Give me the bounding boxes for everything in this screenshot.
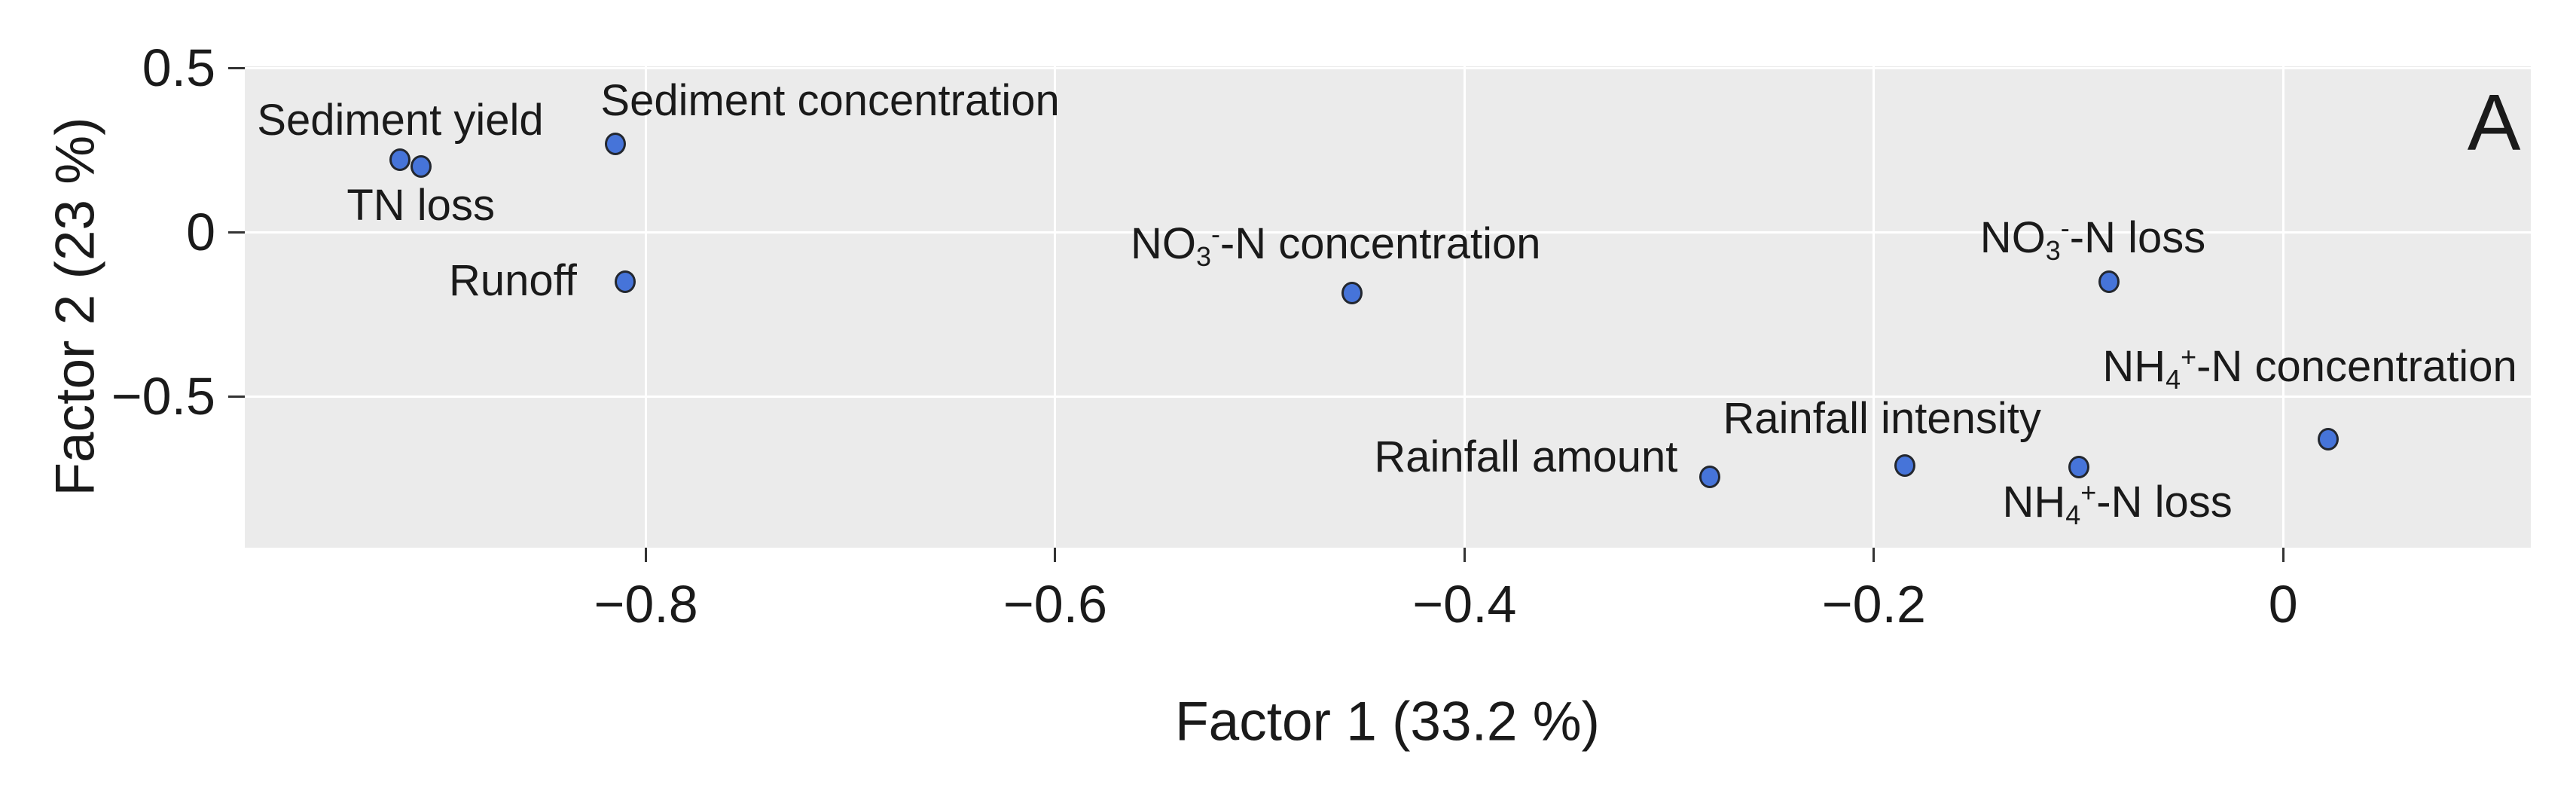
label-text-segment: -N loss [2096, 478, 2233, 527]
data-point-nh4-n-concentration [2318, 428, 2339, 451]
data-point-rainfall-amount [1699, 466, 1721, 489]
label-sup-segment: + [2080, 477, 2097, 508]
label-text-segment: Sediment yield [257, 95, 544, 145]
y-gridline [245, 66, 2531, 69]
data-point-sediment-concentration [604, 132, 626, 155]
data-point-rainfall-intensity [1894, 454, 1915, 477]
x-axis-title: Factor 1 (33.2 %) [1175, 691, 1600, 753]
label-sub-segment: 4 [2165, 363, 2181, 395]
label-sub-segment: 4 [2065, 499, 2081, 531]
label-sup-segment: - [1210, 218, 1220, 249]
x-gridline [1872, 66, 1876, 548]
data-point-runoff [615, 270, 636, 293]
label-text-segment: Sediment concentration [600, 75, 1060, 125]
x-tick-label: −0.4 [1412, 575, 1517, 634]
x-gridline [645, 66, 648, 548]
x-tick-mark [1054, 548, 1057, 562]
label-text-segment: NO [1979, 212, 2046, 262]
label-text-segment: -N loss [2069, 212, 2206, 262]
x-tick-label: −0.6 [1003, 575, 1108, 634]
y-tick-mark [228, 66, 245, 69]
y-tick-label: −0.5 [111, 367, 215, 426]
point-label-rainfall-intensity: Rainfall intensity [1723, 393, 2041, 443]
point-label-nh4-n-loss: NH4+-N loss [2002, 477, 2233, 531]
label-text-segment: Rainfall amount [1374, 432, 1678, 482]
data-point-nh4-n-loss [2068, 456, 2089, 479]
data-point-sediment-yield [389, 148, 411, 172]
point-label-runoff: Runoff [449, 259, 577, 303]
y-tick-label: 0 [186, 203, 215, 262]
label-sub-segment: 3 [1195, 240, 1211, 272]
label-text-segment: NO [1130, 218, 1196, 268]
y-tick-mark [228, 395, 245, 398]
x-tick-label: −0.2 [1821, 575, 1926, 634]
x-tick-mark [1463, 548, 1466, 562]
label-text-segment: Rainfall intensity [1723, 393, 2041, 443]
point-label-no3-n-concentration: NO3--N concentration [1130, 218, 1541, 272]
point-label-nh4-n-concentration: NH4+-N concentration [2102, 341, 2517, 395]
label-sup-segment: - [2060, 212, 2070, 243]
y-gridline [245, 395, 2531, 398]
label-text-segment: -N concentration [1219, 218, 1541, 268]
x-gridline [1054, 66, 1057, 548]
label-text-segment: -N concentration [2196, 341, 2517, 391]
x-tick-label: 0 [2268, 575, 2298, 634]
x-tick-label: −0.8 [594, 575, 698, 634]
label-text-segment: NH [2002, 478, 2066, 527]
plot-panel [245, 66, 2531, 548]
label-sup-segment: + [2181, 341, 2197, 372]
x-tick-mark [645, 548, 648, 562]
y-axis-title: Factor 2 (23 %) [44, 117, 106, 496]
label-text-segment: NH [2102, 341, 2166, 391]
label-text-segment: Runoff [449, 256, 577, 306]
point-label-sediment-yield: Sediment yield [257, 95, 544, 145]
label-text-segment: TN loss [346, 181, 495, 231]
x-tick-mark [1872, 548, 1876, 562]
data-point-no3-n-concentration [1341, 281, 1363, 304]
y-tick-mark [228, 231, 245, 234]
point-label-rainfall-amount: Rainfall amount [1374, 435, 1677, 479]
point-label-tn-loss: TN loss [346, 184, 495, 228]
data-point-tn-loss [410, 155, 432, 179]
x-gridline [1463, 66, 1466, 548]
y-tick-label: 0.5 [142, 38, 215, 98]
y-gridline [245, 231, 2531, 234]
x-tick-mark [2281, 548, 2285, 562]
label-sub-segment: 3 [2045, 234, 2061, 266]
data-point-no3-n-loss [2098, 270, 2120, 293]
x-gridline [2281, 66, 2285, 548]
panel-letter-annotation: A [2467, 78, 2521, 168]
point-label-sediment-concentration: Sediment concentration [600, 75, 1060, 125]
point-label-no3-n-loss: NO3--N loss [1979, 212, 2206, 266]
